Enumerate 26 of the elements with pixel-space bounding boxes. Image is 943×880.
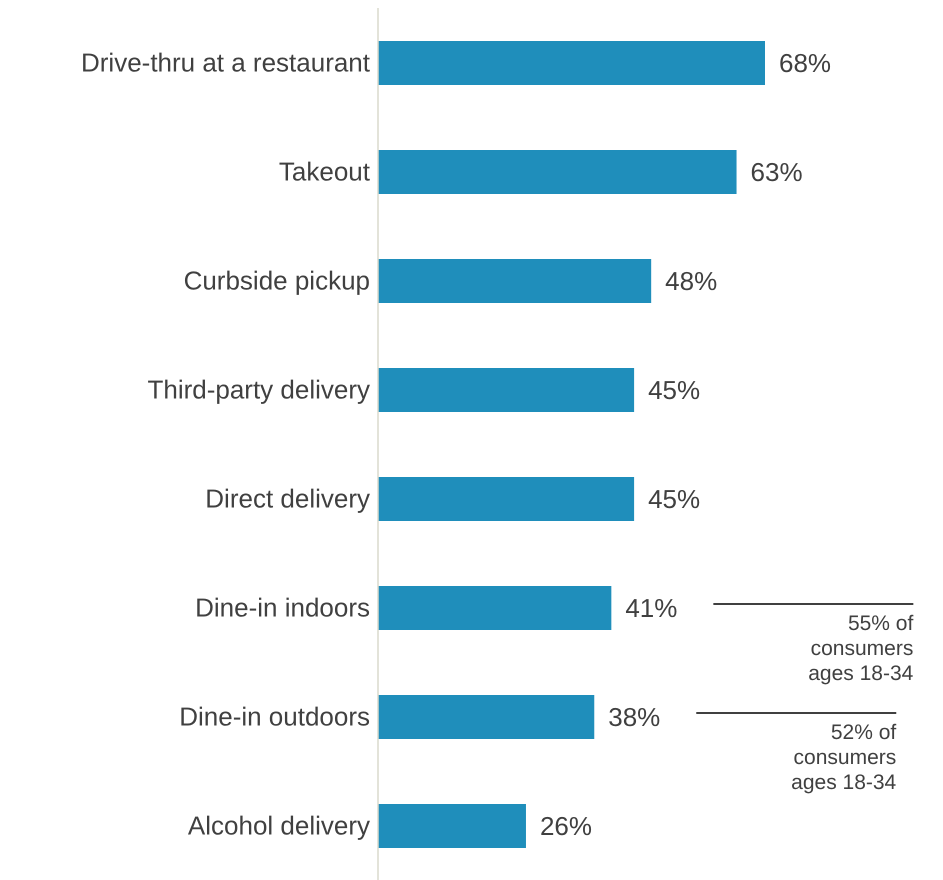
text: 52% of consumers ages 18-34 [791,721,897,794]
bar [378,259,652,303]
data-label: 68% [779,48,832,78]
data-label: 41% [625,593,678,624]
y-tick-label: Curbside pickup [184,266,370,296]
y-tick-label: Takeout [278,156,371,187]
bar [378,477,634,521]
y-tick-label: Dine-in outdoors [179,702,370,732]
bar [378,804,526,848]
y-tick-label: Alcohol delivery [188,810,370,841]
data-label: 26% [540,811,592,842]
data-label: 48% [665,266,718,296]
data-label: 45% [648,484,700,514]
y-tick-label: Direct delivery [205,484,370,514]
y-tick-label: Drive-thru at a restaurant [80,48,371,78]
data-label: 63% [750,157,803,188]
data-label: 45% [648,375,700,406]
data-label: 38% [608,702,660,732]
bar [378,41,765,85]
y-tick-label: Third-party delivery [147,374,370,405]
bar [378,150,737,194]
y-tick-label: Dine-in indoors [195,592,370,623]
bar [378,368,634,412]
text: 55% of consumers ages 18-34 [808,612,914,685]
bar [378,586,612,630]
bar [378,695,594,739]
